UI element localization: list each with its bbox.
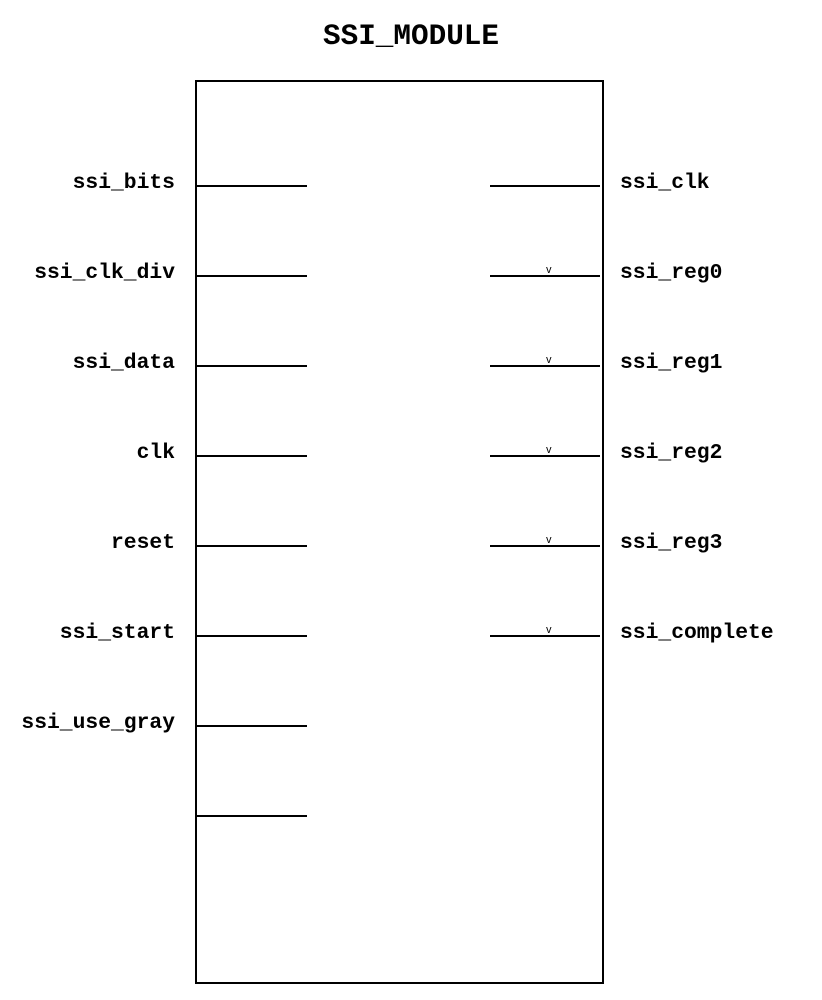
port-label: ssi_data — [0, 351, 175, 375]
port-label: ssi_reg1 — [620, 351, 822, 375]
port-label: ssi_reg3 — [620, 531, 822, 555]
port-label: ssi_start — [0, 621, 175, 645]
port-label: ssi_complete — [620, 621, 822, 645]
port-label: ssi_use_gray — [0, 711, 175, 735]
output-marker: ᵥ — [544, 349, 554, 367]
port-line — [197, 635, 307, 637]
port-line — [197, 185, 307, 187]
port-line — [197, 275, 307, 277]
port-label: ssi_clk_div — [0, 261, 175, 285]
output-marker: ᵥ — [544, 439, 554, 457]
port-label: ssi_reg2 — [620, 441, 822, 465]
diagram-canvas: SSI_MODULE ssi_bits ssi_clk_div ssi_datacl… — [0, 0, 822, 1000]
port-line — [197, 545, 307, 547]
port-label: reset — [0, 531, 175, 555]
port-line — [197, 365, 307, 367]
module-box — [195, 80, 604, 984]
output-marker: ᵥ — [544, 529, 554, 547]
port-line — [490, 185, 600, 187]
port-line — [197, 725, 307, 727]
port-label: ssi_clk — [620, 171, 822, 195]
port-line — [197, 815, 307, 817]
port-label: ssi_bits — [0, 171, 175, 195]
module-title: SSI_MODULE — [0, 20, 822, 53]
port-label: clk — [0, 441, 175, 465]
output-marker: ᵥ — [544, 259, 554, 277]
port-label: ssi_reg0 — [620, 261, 822, 285]
output-marker: ᵥ — [544, 619, 554, 637]
port-line — [197, 455, 307, 457]
